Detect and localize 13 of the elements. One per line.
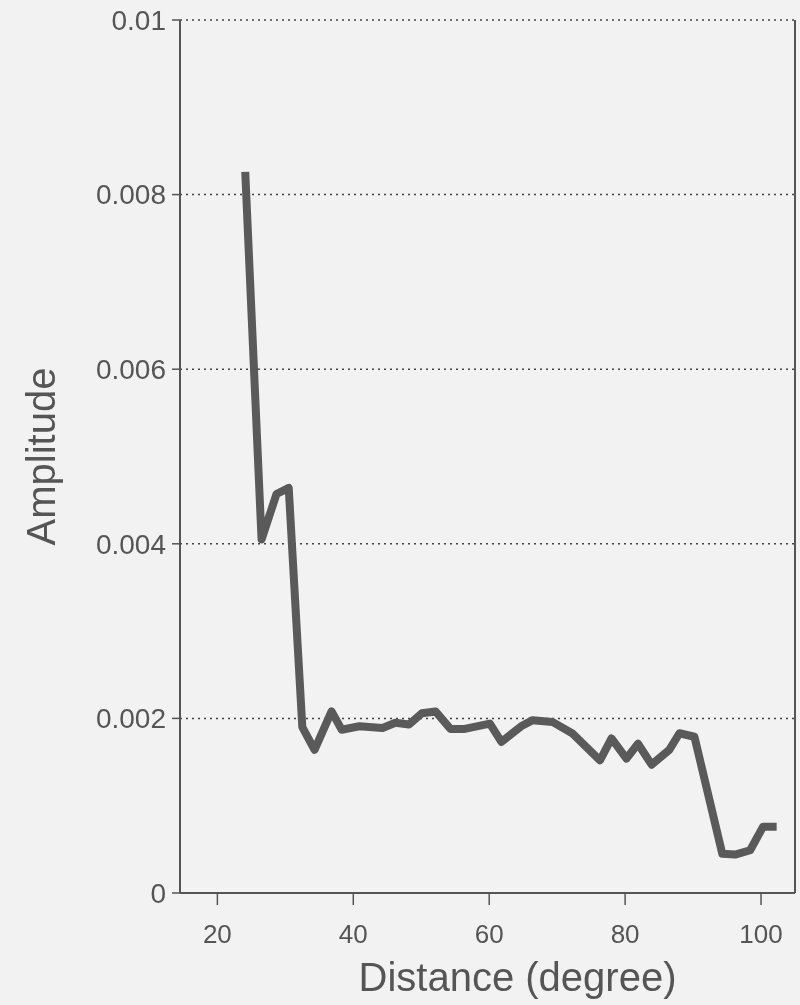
y-axis-title: Amplitude bbox=[19, 367, 63, 546]
y-tick-label: 0.002 bbox=[95, 703, 166, 735]
x-tick-label: 100 bbox=[739, 919, 783, 949]
x-tick-label: 80 bbox=[610, 919, 640, 949]
x-tick-label: 40 bbox=[338, 919, 368, 949]
x-axis-title: Distance (degree) bbox=[358, 955, 677, 999]
y-tick-label: 0.006 bbox=[95, 354, 166, 385]
y-tick-label: 0 bbox=[150, 877, 166, 909]
x-tick-label: 60 bbox=[474, 919, 504, 949]
y-tick-label: 0.01 bbox=[111, 4, 166, 36]
x-tick-label: 20 bbox=[202, 919, 232, 949]
y-tick-label: 0.008 bbox=[95, 179, 166, 211]
y-tick-label: 0.004 bbox=[95, 528, 166, 560]
